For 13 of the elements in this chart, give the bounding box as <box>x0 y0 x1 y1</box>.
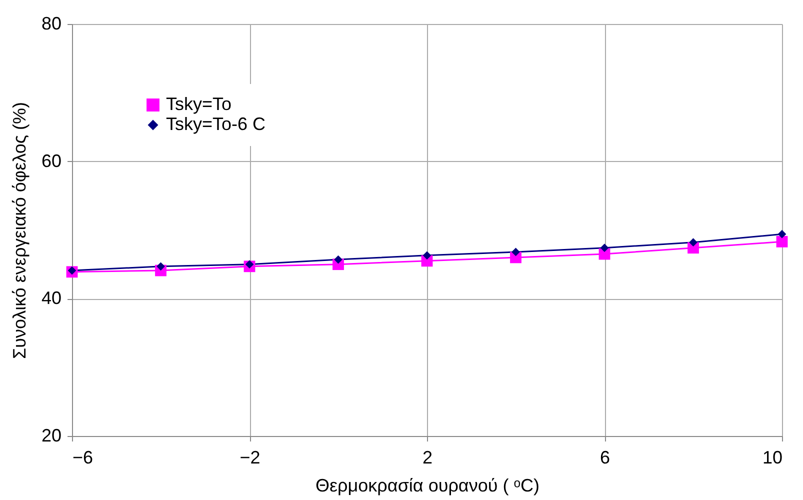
x-tick-label: 10 <box>762 448 782 468</box>
x-axis-title: Θερμοκρασία ουρανού ( ᵒC) <box>316 476 540 496</box>
x-tick-label: 2 <box>422 448 433 468</box>
x-tick-label: 6 <box>600 448 610 468</box>
y-axis-title: Συνολικό ενεργειακό όφελος (%) <box>9 102 30 360</box>
legend-label: Tsky=To-6 C <box>166 114 266 134</box>
y-tick-label: 60 <box>41 150 62 171</box>
legend-label: Tsky=To <box>166 94 232 114</box>
y-tick-label: 80 <box>41 14 62 34</box>
y-tick-label: 40 <box>41 288 62 308</box>
x-tick-label: −6 <box>72 448 94 468</box>
y-tick-label: 20 <box>41 426 62 446</box>
x-tick-label: −2 <box>240 448 260 468</box>
